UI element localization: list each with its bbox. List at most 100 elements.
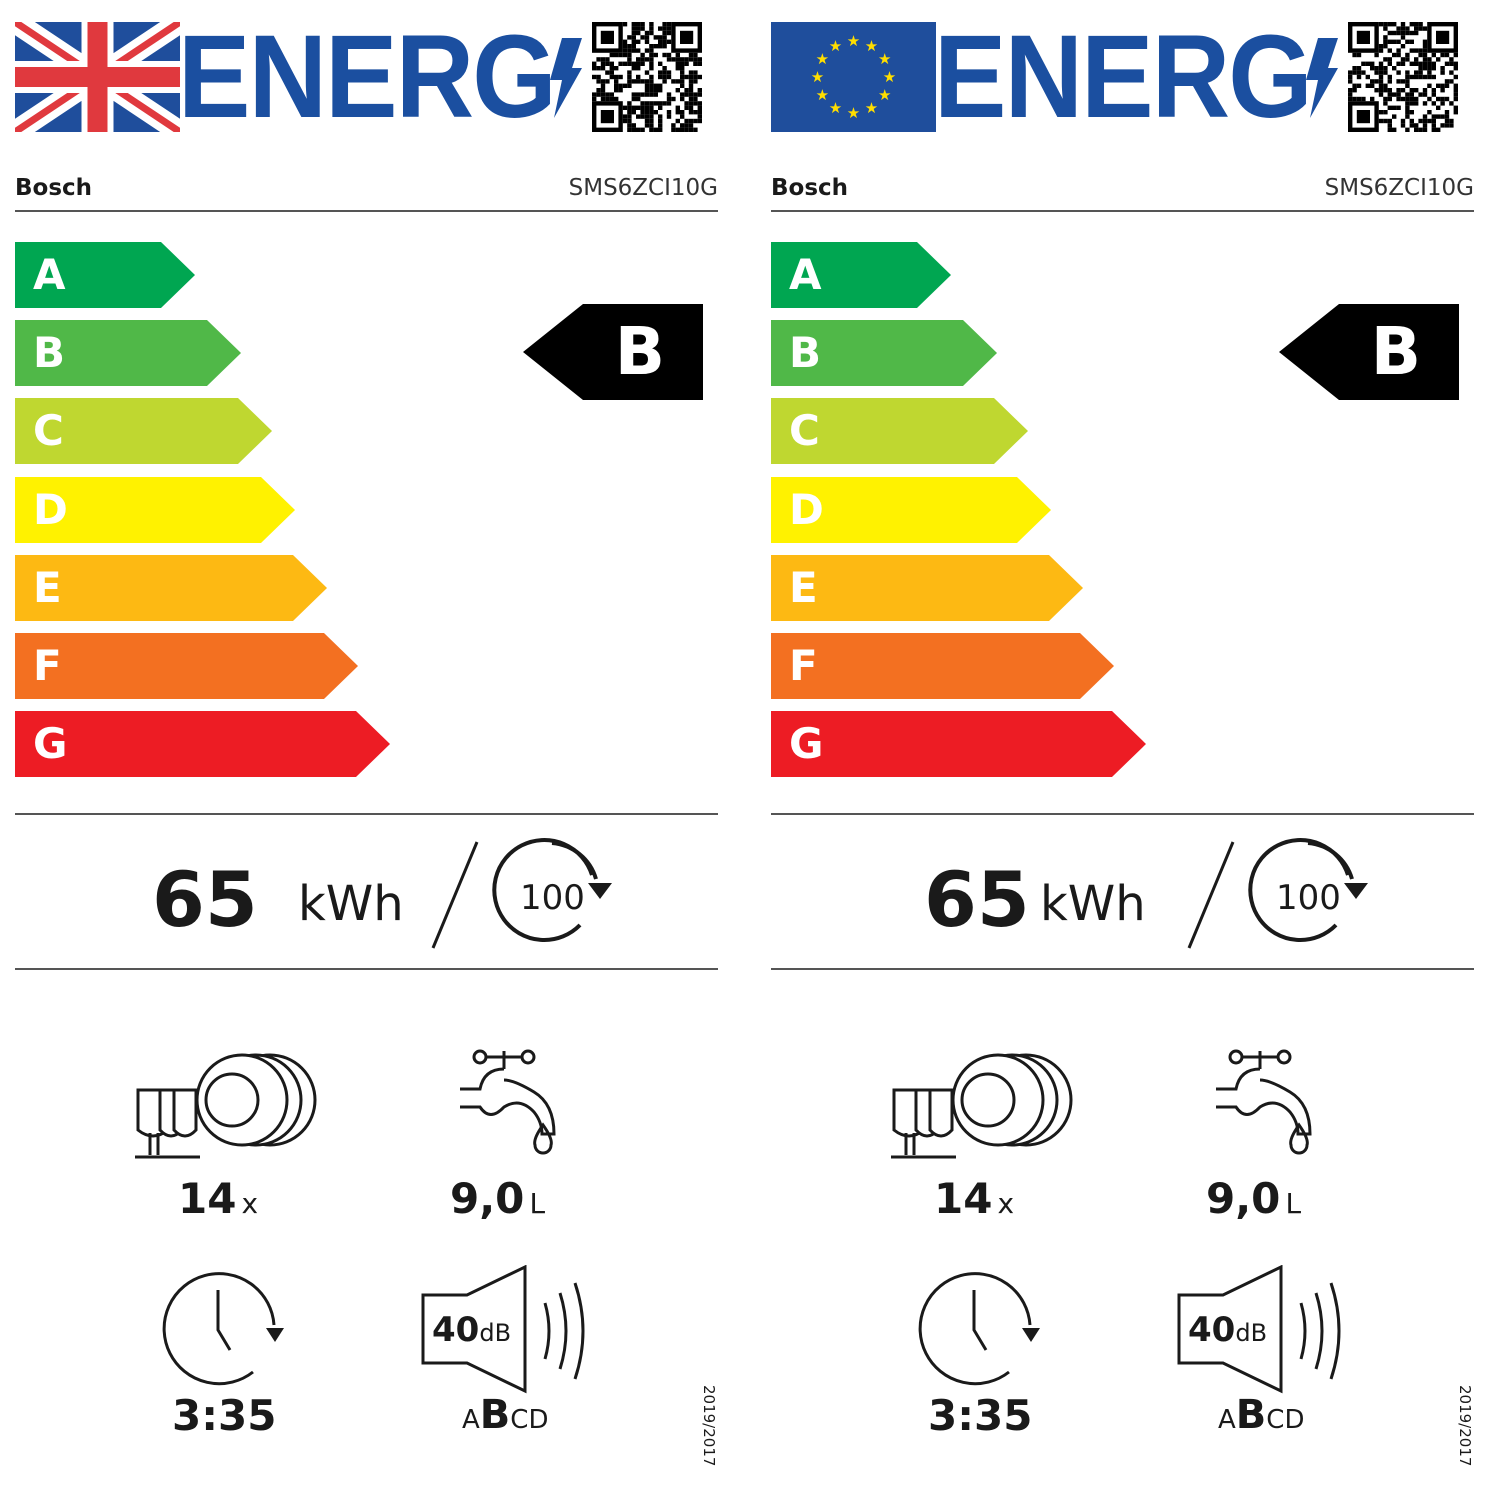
cycles-icon — [492, 837, 612, 942]
model-number: SMS6ZCI10G — [568, 175, 718, 201]
scale-bar-f: F — [15, 633, 358, 699]
model-number: SMS6ZCI10G — [1324, 175, 1474, 201]
cycles-value: 100 — [520, 878, 585, 918]
noise-speaker-icon — [421, 1265, 585, 1394]
energy-unit: kWh — [1040, 876, 1146, 932]
brand-name: Bosch — [15, 175, 93, 201]
scale-bar-b: B — [15, 320, 241, 386]
place-settings-icon — [891, 1053, 1073, 1159]
water-consumption: 9,0 L — [450, 1178, 545, 1220]
noise-value: 40 — [1188, 1310, 1236, 1350]
scale-bar-g: G — [771, 711, 1146, 777]
regulation-number: 2019/2017 — [1456, 1385, 1474, 1467]
divider — [15, 968, 718, 970]
capacity: 14 x — [934, 1178, 1014, 1220]
noise-class-scale: ABCD — [462, 1392, 548, 1438]
capacity-value: 14 — [178, 1174, 237, 1223]
water-value: 9,0 — [450, 1174, 525, 1223]
brand-name: Bosch — [771, 175, 849, 201]
capacity-unit: x — [997, 1187, 1015, 1220]
qr-code-icon[interactable] — [592, 22, 702, 132]
noise-class-b: B — [1235, 1392, 1267, 1438]
svg-text:★: ★ — [878, 86, 891, 104]
svg-text:★: ★ — [829, 99, 842, 117]
slash-divider — [431, 841, 479, 949]
eu-flag-icon: ★ ★★★★★★★★★★★ — [771, 22, 936, 132]
svg-text:★: ★ — [865, 37, 878, 55]
capacity-unit: x — [241, 1187, 259, 1220]
programme-duration: 3:35 — [928, 1391, 1033, 1440]
duration-clock-icon — [162, 1272, 284, 1386]
regulation-number: 2019/2017 — [700, 1385, 718, 1467]
water-tap-icon — [460, 1049, 556, 1155]
energy-unit: kWh — [298, 876, 404, 932]
noise-level: 40dB — [1188, 1310, 1267, 1350]
scale-bar-a: A — [771, 242, 951, 308]
duration-clock-icon — [918, 1272, 1040, 1386]
place-settings-icon — [135, 1053, 317, 1159]
svg-text:★: ★ — [811, 68, 824, 86]
scale-bar-d: D — [771, 477, 1051, 543]
divider — [771, 813, 1474, 815]
scale-bar-c: C — [15, 398, 272, 464]
svg-text:★: ★ — [865, 99, 878, 117]
water-unit: L — [529, 1187, 546, 1220]
noise-class-d: D — [528, 1405, 549, 1435]
svg-text:★: ★ — [829, 37, 842, 55]
rating-arrow: B — [523, 304, 703, 400]
scale-bar-b: B — [771, 320, 997, 386]
svg-text:★: ★ — [816, 86, 829, 104]
svg-text:★: ★ — [883, 68, 896, 86]
noise-class-scale: ABCD — [1218, 1392, 1304, 1438]
noise-value: 40 — [432, 1310, 480, 1350]
union-jack-flag-icon — [15, 22, 180, 132]
divider — [771, 210, 1474, 212]
scale-bar-c: C — [771, 398, 1028, 464]
scale-bar-e: E — [15, 555, 327, 621]
slash-divider — [1187, 841, 1235, 949]
scale-bar-e: E — [771, 555, 1083, 621]
cycles-icon — [1248, 837, 1368, 942]
noise-unit: dB — [479, 1319, 512, 1347]
capacity: 14 x — [178, 1178, 258, 1220]
noise-class-c: C — [510, 1405, 529, 1435]
noise-class-c: C — [1266, 1405, 1285, 1435]
capacity-value: 14 — [934, 1174, 993, 1223]
lightning-bolt-icon — [1306, 38, 1338, 118]
divider — [15, 210, 718, 212]
water-unit: L — [1285, 1187, 1302, 1220]
energy-consumption: 65 kWh 100 — [756, 837, 1474, 950]
noise-class-d: D — [1284, 1405, 1305, 1435]
divider — [771, 968, 1474, 970]
energy-title: ENERG — [178, 11, 557, 143]
energy-title: ENERG — [934, 11, 1313, 143]
noise-class-a: A — [1218, 1405, 1236, 1435]
rating-arrow: B — [1279, 304, 1459, 400]
svg-text:★: ★ — [878, 50, 891, 68]
noise-speaker-icon — [1177, 1265, 1341, 1394]
scale-bar-a: A — [15, 242, 195, 308]
lightning-bolt-icon — [550, 38, 582, 118]
noise-level: 40dB — [432, 1310, 511, 1350]
scale-bar-f: F — [771, 633, 1114, 699]
energy-consumption: 65 kWh 100 — [0, 837, 718, 950]
energy-value: 65 — [152, 855, 258, 944]
noise-class-b: B — [479, 1392, 511, 1438]
svg-text:★: ★ — [847, 32, 860, 50]
scale-bar-g: G — [15, 711, 390, 777]
energy-value: 65 — [924, 855, 1030, 944]
noise-unit: dB — [1235, 1319, 1268, 1347]
divider — [15, 813, 718, 815]
svg-text:★: ★ — [847, 104, 860, 122]
noise-class-a: A — [462, 1405, 480, 1435]
scale-bar-d: D — [15, 477, 295, 543]
water-consumption: 9,0 L — [1206, 1178, 1301, 1220]
cycles-value: 100 — [1276, 878, 1341, 918]
water-value: 9,0 — [1206, 1174, 1281, 1223]
qr-code-icon[interactable] — [1348, 22, 1458, 132]
water-tap-icon — [1216, 1049, 1312, 1155]
svg-text:★: ★ — [816, 50, 829, 68]
programme-duration: 3:35 — [172, 1391, 277, 1440]
